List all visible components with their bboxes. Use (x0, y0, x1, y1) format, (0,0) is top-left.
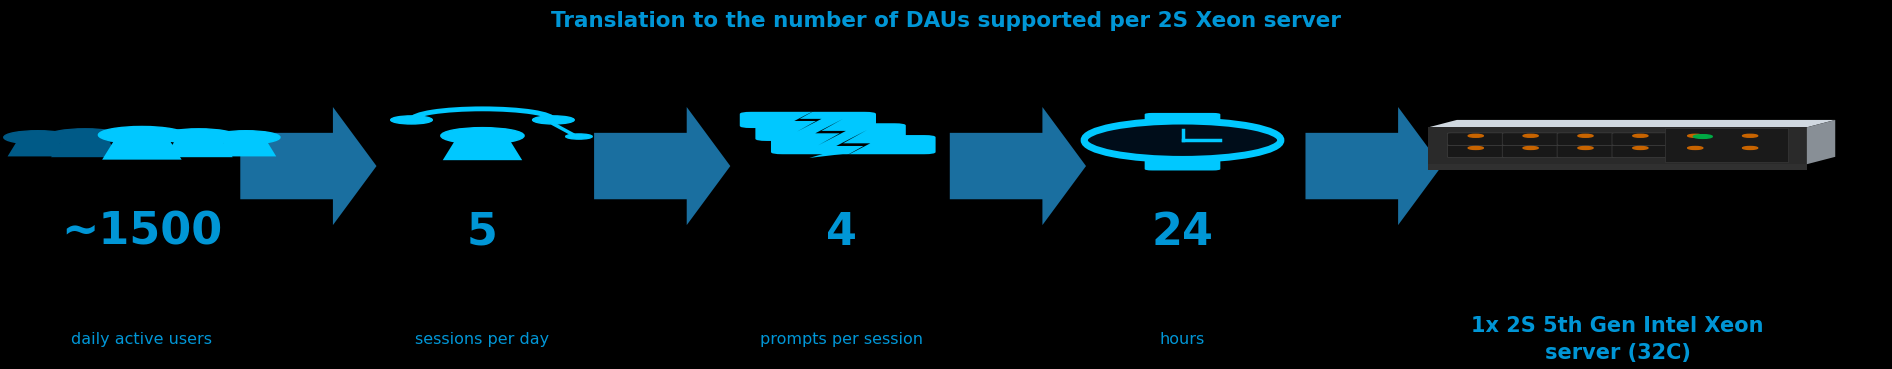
FancyBboxPatch shape (1502, 133, 1559, 145)
Circle shape (1523, 134, 1538, 137)
Polygon shape (51, 141, 119, 157)
Circle shape (532, 116, 575, 124)
Circle shape (441, 128, 524, 144)
FancyBboxPatch shape (1145, 113, 1220, 127)
Circle shape (1693, 135, 1712, 138)
Circle shape (1111, 126, 1254, 154)
FancyBboxPatch shape (755, 123, 906, 141)
FancyBboxPatch shape (1502, 145, 1559, 158)
Circle shape (47, 129, 123, 144)
Circle shape (1523, 146, 1538, 149)
Polygon shape (102, 141, 182, 160)
Circle shape (1743, 134, 1758, 137)
FancyBboxPatch shape (1447, 145, 1504, 158)
Polygon shape (165, 141, 233, 157)
Circle shape (1688, 146, 1703, 149)
Text: 24: 24 (1152, 211, 1213, 254)
Circle shape (390, 116, 431, 124)
FancyBboxPatch shape (1447, 133, 1504, 145)
Polygon shape (1305, 107, 1442, 225)
Text: daily active users: daily active users (72, 332, 212, 347)
Circle shape (4, 131, 72, 144)
Circle shape (1468, 146, 1483, 149)
FancyBboxPatch shape (1145, 156, 1220, 170)
Polygon shape (240, 107, 377, 225)
Polygon shape (772, 125, 817, 131)
Circle shape (212, 131, 280, 144)
Polygon shape (950, 107, 1086, 225)
Polygon shape (8, 142, 68, 156)
Circle shape (98, 127, 185, 144)
FancyBboxPatch shape (1557, 145, 1614, 158)
FancyBboxPatch shape (1667, 145, 1724, 158)
Circle shape (1468, 134, 1483, 137)
Text: 5: 5 (467, 211, 498, 254)
Polygon shape (216, 142, 276, 156)
Polygon shape (815, 119, 846, 145)
Circle shape (1578, 146, 1593, 149)
Text: sessions per day: sessions per day (416, 332, 549, 347)
FancyBboxPatch shape (1665, 128, 1788, 162)
Polygon shape (836, 130, 870, 159)
Circle shape (1633, 134, 1648, 137)
Polygon shape (1807, 120, 1835, 164)
Text: ~1500: ~1500 (61, 211, 223, 254)
FancyBboxPatch shape (1722, 145, 1778, 158)
Polygon shape (594, 107, 730, 225)
Text: 1x 2S 5th Gen Intel Xeon
server (32C): 1x 2S 5th Gen Intel Xeon server (32C) (1472, 316, 1763, 363)
FancyBboxPatch shape (1612, 133, 1669, 145)
FancyBboxPatch shape (1612, 145, 1669, 158)
Polygon shape (791, 138, 842, 144)
FancyBboxPatch shape (1722, 133, 1778, 145)
Text: prompts per session: prompts per session (761, 332, 923, 347)
Polygon shape (810, 151, 867, 158)
FancyBboxPatch shape (1557, 133, 1614, 145)
Circle shape (1084, 121, 1281, 159)
Text: Translation to the number of DAUs supported per 2S Xeon server: Translation to the number of DAUs suppor… (551, 11, 1341, 31)
FancyBboxPatch shape (772, 135, 935, 154)
FancyBboxPatch shape (1667, 133, 1724, 145)
Circle shape (161, 129, 236, 144)
Circle shape (566, 134, 592, 139)
Polygon shape (443, 141, 522, 160)
Circle shape (1743, 146, 1758, 149)
Polygon shape (1428, 127, 1807, 164)
Circle shape (1688, 134, 1703, 137)
Circle shape (1633, 146, 1648, 149)
Text: 4: 4 (827, 211, 857, 254)
Polygon shape (1428, 120, 1835, 127)
Circle shape (1578, 134, 1593, 137)
Polygon shape (795, 108, 821, 132)
FancyBboxPatch shape (740, 112, 876, 128)
FancyBboxPatch shape (1428, 164, 1807, 170)
Text: hours: hours (1160, 332, 1205, 347)
